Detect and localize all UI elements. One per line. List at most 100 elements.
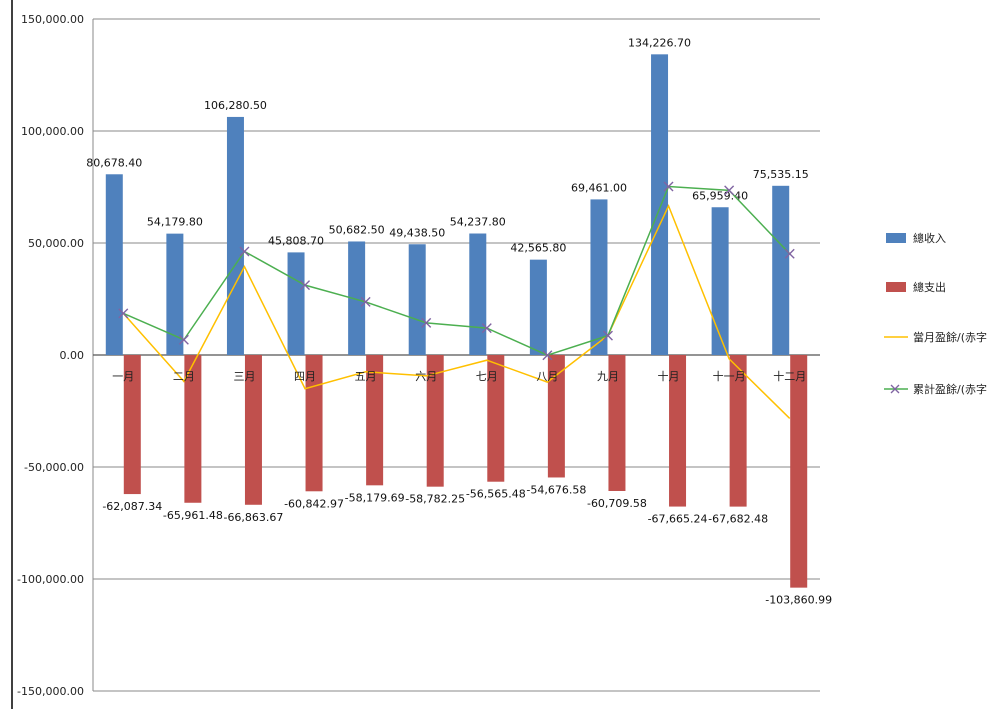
bar-expense (244, 355, 262, 505)
marker-stroke (239, 246, 250, 257)
line-marker-x (481, 323, 492, 334)
x-category-label: 三月 (233, 370, 255, 383)
x-category-label: 五月 (355, 370, 377, 383)
line-marker-x (118, 308, 129, 319)
bar-income (651, 54, 669, 356)
bar-data-label: -103,860.99 (765, 594, 832, 607)
y-tick-label: -150,000.00 (17, 685, 84, 698)
legend-marker (890, 384, 900, 394)
line-marker-x (239, 246, 250, 257)
bar-income (287, 252, 305, 355)
marker-stroke (602, 330, 613, 341)
bar-data-label: -65,961.48 (163, 509, 223, 522)
bar-data-label: -62,087.34 (102, 500, 162, 513)
bar-expense (608, 355, 626, 491)
bar-expense (366, 355, 384, 486)
bar-data-label: 80,678.40 (86, 156, 142, 169)
y-tick-label: 150,000.00 (21, 13, 84, 26)
y-tick-label: -100,000.00 (17, 573, 84, 586)
bar-data-label: 54,179.80 (147, 216, 203, 229)
bar-data-label: 50,682.50 (329, 223, 385, 236)
bar-data-label: -56,565.48 (466, 488, 526, 501)
y-tick-label: 0.00 (60, 349, 85, 362)
bar-data-label: 54,237.80 (450, 216, 506, 229)
x-category-label: 十一月 (713, 369, 746, 383)
bar-income (590, 199, 608, 355)
bar-expense (426, 355, 444, 487)
bar-income (711, 207, 729, 355)
bar-data-label: 134,226.70 (628, 36, 691, 49)
bar-data-label: -67,665.24 (648, 513, 708, 526)
bar-expense (123, 355, 141, 495)
bar-series (105, 54, 808, 588)
bar-data-label: -54,676.58 (526, 483, 586, 496)
legend-label: 總支出 (913, 280, 946, 294)
line-marker-x (602, 330, 613, 341)
gridlines (11, 0, 820, 709)
marker-stroke (542, 350, 553, 361)
x-category-label: 十二月 (773, 369, 806, 383)
marker-stroke (360, 296, 371, 307)
bar-data-label: 69,461.00 (571, 181, 627, 194)
x-axis-category-labels: 一月 二月 三月 四月 五月 六月 七月 八月 九月 十月 十一月 十二月 (112, 369, 806, 383)
line-series (118, 181, 795, 419)
marker-stroke (300, 280, 311, 291)
line-marker-x (542, 350, 553, 361)
legend-label: 累計盈餘/(赤字 (913, 382, 987, 396)
bar-income (772, 185, 790, 355)
line-marker-x (421, 317, 432, 328)
bar-expense (729, 355, 747, 507)
marker-stroke (663, 181, 674, 192)
x-category-label: 八月 (536, 370, 558, 383)
legend-swatch (886, 233, 906, 243)
x-category-label: 一月 (112, 370, 134, 383)
marker-stroke (178, 334, 189, 345)
x-category-label: 七月 (476, 370, 498, 383)
bar-income (105, 174, 123, 355)
bar-expense (790, 355, 808, 588)
marker-stroke (784, 248, 795, 259)
marker-stroke (724, 185, 735, 196)
line-marker-x (300, 280, 311, 291)
marker-stroke (421, 317, 432, 328)
bar-expense (487, 355, 505, 482)
marker-stroke (118, 308, 129, 319)
y-tick-label: 100,000.00 (21, 125, 84, 138)
bar-expense (669, 355, 687, 507)
y-tick-label: -50,000.00 (24, 461, 84, 474)
x-category-label: 二月 (173, 370, 195, 383)
bar-income (166, 233, 184, 355)
bar-data-label: 65,959.40 (692, 189, 748, 202)
marker-stroke (481, 323, 492, 334)
bar-data-label: -60,842.97 (284, 497, 344, 510)
bar-income (226, 116, 244, 356)
bar-data-label: -58,179.69 (345, 491, 405, 504)
bar-income (348, 241, 366, 355)
x-category-label: 十月 (658, 369, 680, 383)
bar-data-label: -58,782.25 (405, 493, 465, 506)
line-monthly-surplus (122, 204, 791, 419)
bar-expense (305, 355, 323, 492)
y-axis-tick-labels: -150,000.00 -100,000.00 -50,000.00 0.00 50,0… (17, 13, 84, 698)
line-marker-x (724, 185, 735, 196)
line-cumulative-surplus (122, 185, 791, 356)
bar-data-label: 75,535.15 (753, 168, 809, 181)
bar-income (529, 259, 547, 355)
line-marker-x (360, 296, 371, 307)
x-category-label: 六月 (415, 370, 437, 383)
line-marker-x (784, 248, 795, 259)
bar-data-label: 42,565.80 (510, 242, 566, 255)
line-marker-x (178, 334, 189, 345)
bar-data-label: 49,438.50 (389, 226, 445, 239)
bar-expense (184, 355, 202, 503)
y-tick-label: 50,000.00 (28, 237, 84, 250)
bar-data-label: -60,709.58 (587, 497, 647, 510)
x-category-label: 四月 (294, 370, 316, 383)
legend-label: 總收入 (913, 231, 946, 245)
x-category-label: 九月 (597, 370, 619, 383)
legend-swatch (886, 282, 906, 292)
bar-data-label: 45,808.70 (268, 234, 324, 247)
bar-expense (547, 355, 565, 478)
